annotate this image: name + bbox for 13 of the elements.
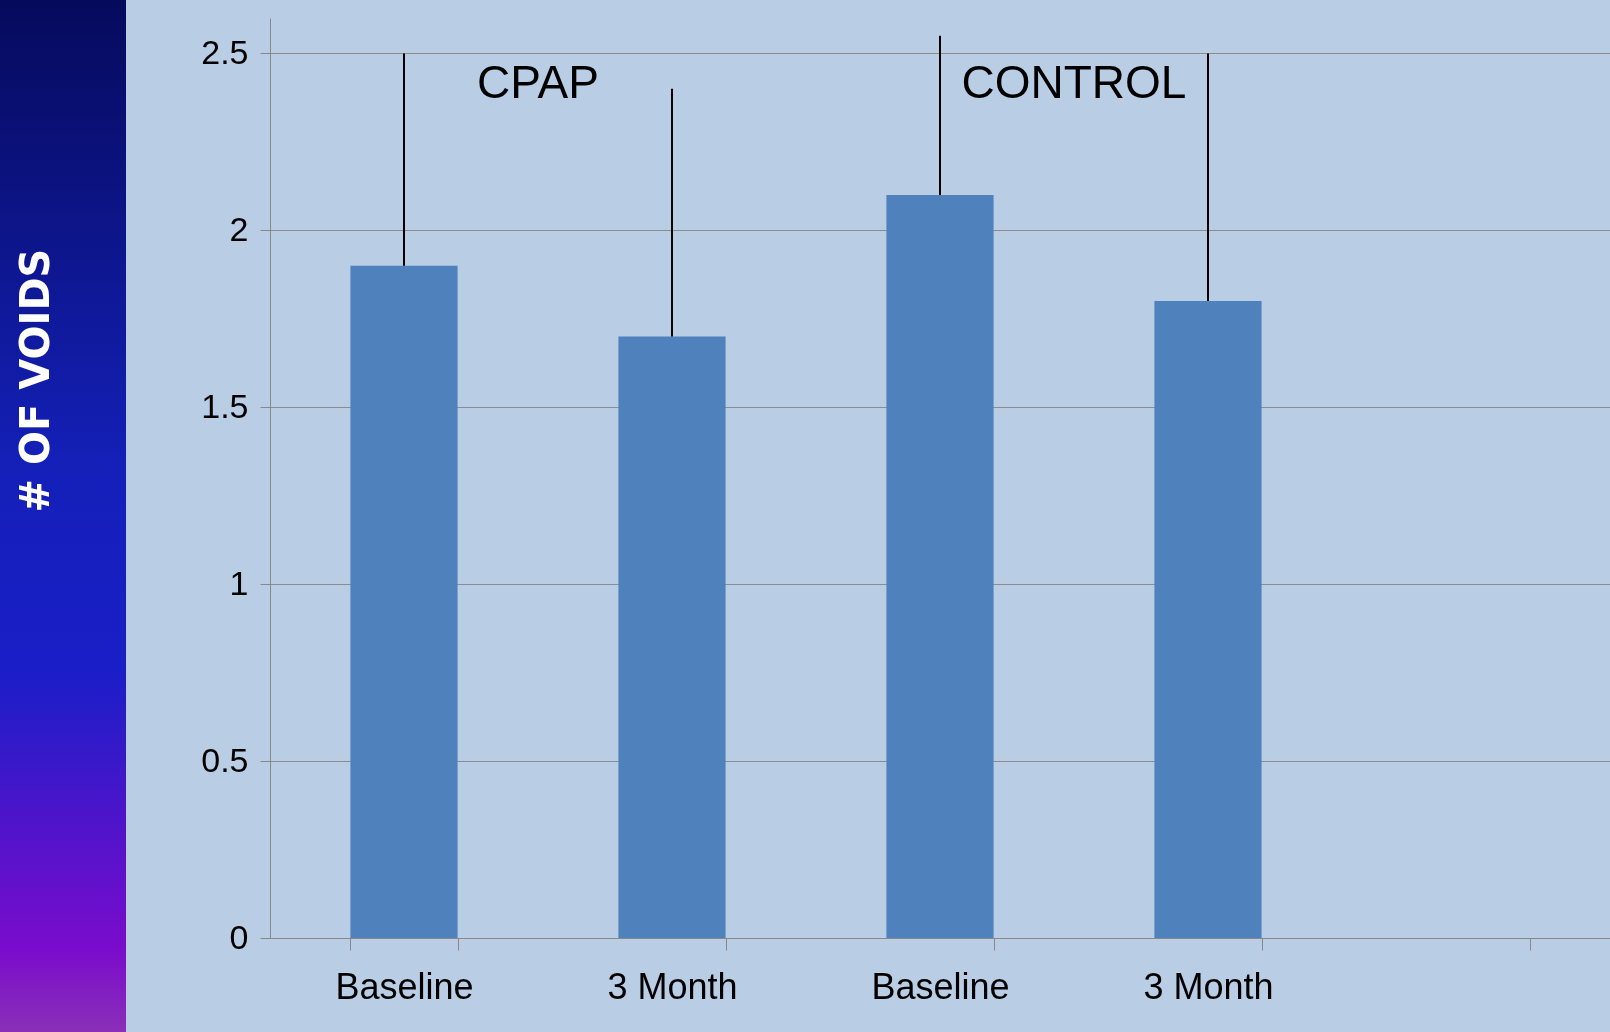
x-tick-label: Baseline <box>871 965 1010 1007</box>
y-tick-label: 2 <box>229 209 249 248</box>
y-tick-label: 1 <box>229 563 249 602</box>
annotation: CONTROL <box>961 56 1187 108</box>
x-tick-label: Baseline <box>335 965 474 1007</box>
annotation: CPAP <box>477 56 599 108</box>
x-tick-label: 3 Month <box>607 965 738 1007</box>
y-axis-title: # OF VOIDS <box>11 248 58 513</box>
y-tick-label: 1.5 <box>201 386 249 425</box>
y-tick-label: 2.5 <box>201 32 249 71</box>
y-tick-label: 0 <box>229 917 249 956</box>
x-tick-label: 3 Month <box>1143 965 1274 1007</box>
y-tick-label: 0.5 <box>201 740 249 779</box>
